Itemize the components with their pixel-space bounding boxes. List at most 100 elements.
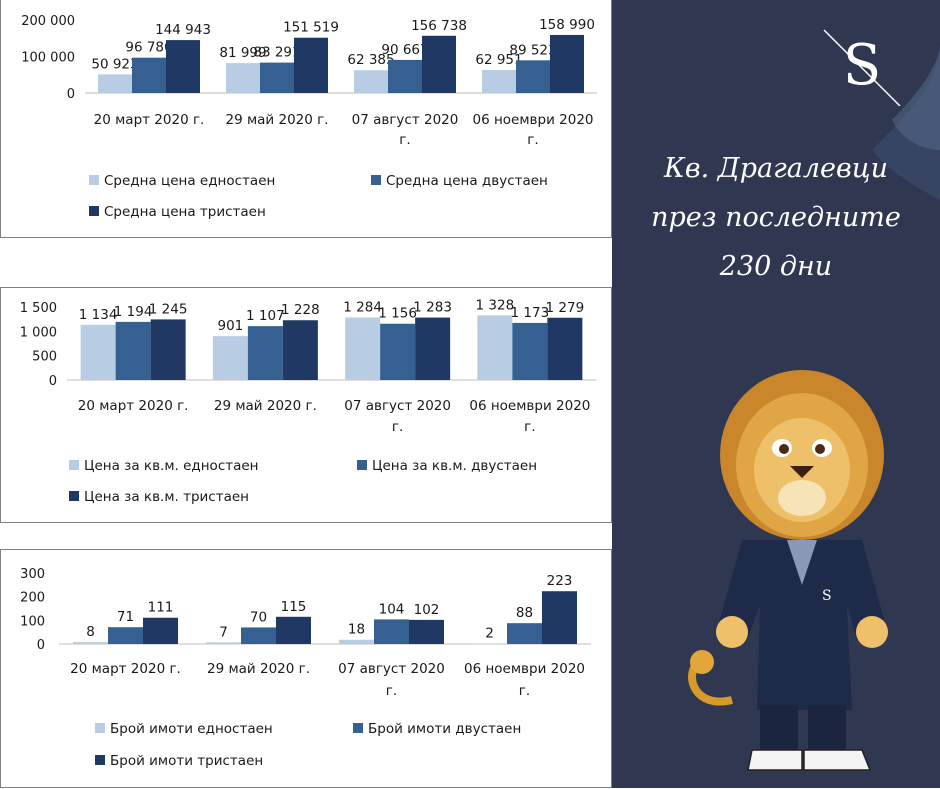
brand-logo: S	[822, 26, 902, 106]
bar-1-4	[477, 315, 512, 380]
legend-triple-count: Брой имоти тристаен	[95, 753, 263, 769]
legend-label: Цена за кв.м. двустаен	[372, 458, 537, 474]
data-label: 1 245	[149, 301, 188, 317]
category-label: 07 август 2020	[344, 398, 451, 414]
category-label: г.	[399, 132, 410, 148]
data-label: 90 667	[381, 42, 428, 58]
data-label: 1 283	[413, 300, 452, 316]
category-label: 29 май 2020 г.	[225, 112, 328, 128]
data-label: 83 291	[253, 45, 300, 61]
bar-3-4	[550, 35, 584, 93]
legend-label: Брой имоти тристаен	[110, 753, 263, 769]
bar-3-1	[166, 40, 200, 93]
legend-label: Цена за кв.м. едностаен	[84, 458, 259, 474]
data-label: 158 990	[539, 17, 595, 33]
legend-double-sqm: Цена за кв.м. двустаен	[357, 458, 537, 474]
legend-single-count: Брой имоти едностаен	[95, 721, 273, 737]
y-tick-label: 1 000	[20, 325, 57, 340]
legend-double-count: Брой имоти двустаен	[353, 721, 521, 737]
bar-3-1	[151, 319, 186, 380]
data-label: 111	[148, 600, 174, 616]
bar-3-2	[283, 320, 318, 380]
bar-1-3	[354, 70, 388, 93]
bar-1-3	[339, 640, 374, 644]
mascot-sneaker-left	[748, 750, 802, 770]
bar-2-3	[374, 619, 409, 644]
legend-label: Средна цена тристаен	[104, 204, 266, 220]
mascot-paw-left	[716, 616, 748, 648]
data-label: 156 738	[411, 18, 467, 34]
legend-single-sqm: Цена за кв.м. едностаен	[69, 458, 259, 474]
data-label: 71	[117, 609, 134, 625]
data-label: 7	[219, 624, 228, 640]
data-label: 70	[250, 609, 267, 625]
data-label: 102	[414, 602, 440, 618]
y-tick-label: 100 000	[21, 51, 75, 66]
title-sidebar: S Кв. Драгалевци през последните 230 дни…	[612, 0, 940, 788]
legend-label: Брой имоти едностаен	[110, 721, 273, 737]
mascot-muzzle	[778, 480, 826, 516]
mascot-leg-left	[760, 705, 798, 753]
category-label: 20 март 2020 г.	[70, 661, 181, 677]
legend-triple-average-price: Средна цена тристаен	[89, 204, 266, 220]
bar-2-1	[132, 58, 166, 93]
category-label: 20 март 2020 г.	[78, 398, 189, 414]
category-label: 29 май 2020 г.	[214, 398, 317, 414]
y-tick-label: 0	[37, 638, 45, 653]
category-label: 29 май 2020 г.	[207, 661, 310, 677]
data-label: 144 943	[155, 22, 211, 38]
bar-3-3	[415, 318, 450, 380]
legend-single-average-price: Средна цена едностаен	[89, 173, 275, 189]
bar-2-4	[512, 323, 547, 380]
mascot-sneaker-right	[804, 750, 870, 770]
category-label: г.	[392, 419, 403, 435]
mascot-tail-tuft	[690, 650, 714, 674]
page-title: Кв. Драгалевци през последните 230 дни	[612, 144, 940, 291]
category-label: г.	[519, 683, 530, 699]
legend-swatch	[69, 460, 79, 470]
y-tick-label: 0	[49, 374, 57, 389]
data-label: 151 519	[283, 20, 339, 36]
bar-1-4	[482, 70, 516, 93]
bar-1-2	[226, 63, 260, 93]
bar-2-1	[116, 322, 151, 380]
legend-swatch	[353, 723, 363, 733]
bar-3-4	[547, 318, 582, 380]
y-tick-label: 500	[32, 350, 57, 365]
y-tick-label: 0	[67, 87, 75, 102]
category-label: 20 март 2020 г.	[94, 112, 205, 128]
bar-3-2	[294, 38, 328, 93]
data-label: 89 523	[509, 42, 556, 58]
lion-mascot-illustration: S	[672, 370, 932, 780]
legend-swatch	[69, 491, 79, 501]
legend-swatch	[357, 460, 367, 470]
data-label: 50 923	[91, 56, 138, 72]
mascot-pupil-right	[815, 444, 825, 454]
y-tick-label: 200 000	[21, 14, 75, 29]
data-label: 115	[281, 599, 307, 615]
category-label: 06 ноември 2020	[473, 112, 594, 128]
data-label: 1 279	[546, 300, 585, 316]
bar-2-3	[388, 60, 422, 93]
category-label: 07 август 2020	[338, 661, 445, 677]
mascot-leg-right	[808, 705, 846, 753]
data-label: 1 228	[281, 302, 320, 318]
data-label: 104	[379, 601, 405, 617]
bar-3-4	[542, 591, 577, 644]
bar-1-1	[81, 325, 116, 380]
bar-1-1	[98, 74, 132, 93]
category-label: 07 август 2020	[352, 112, 459, 128]
mascot-paw-right	[856, 616, 888, 648]
bar-3-2	[276, 617, 311, 644]
bar-3-3	[409, 620, 444, 644]
data-label: 223	[547, 573, 573, 589]
data-label: 1 107	[246, 308, 285, 324]
y-tick-label: 300	[20, 567, 45, 582]
logo-letter: S	[843, 33, 881, 98]
data-label: 901	[217, 318, 243, 334]
bar-1-2	[213, 336, 248, 380]
data-label: 1 194	[114, 304, 153, 320]
